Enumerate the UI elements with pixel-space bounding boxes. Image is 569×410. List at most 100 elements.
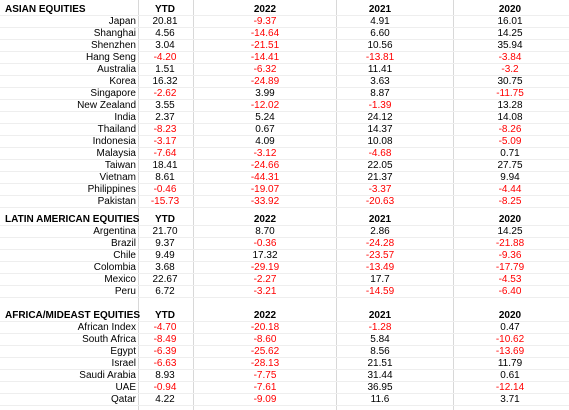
value-cell-2020: -10.62 [495, 334, 525, 346]
value-cell-2021: -4.68 [368, 148, 392, 160]
value-cell-2021: 21.51 [367, 358, 393, 370]
value-cell-2020: -5.09 [498, 136, 522, 148]
table-row: New Zealand 3.55 -12.02 -1.39 13.28 [0, 100, 569, 112]
value-cell-2021: 14.37 [367, 124, 393, 135]
value-cell-2021: 11.41 [367, 63, 393, 75]
gridline [336, 0, 337, 410]
value-cell-2022: 4.09 [255, 136, 275, 148]
value-cell-2022: -6.32 [253, 63, 277, 75]
value-cell-2021: 11.6 [370, 394, 390, 406]
table-row: African Index -4.70 -20.18 -1.28 0.47 [0, 322, 569, 335]
value-cell-ytd: 8.93 [155, 370, 175, 382]
value-cell-ytd: -6.63 [153, 358, 177, 370]
value-cell-ytd: -6.39 [153, 346, 177, 358]
section-title: ASIAN EQUITIES [5, 3, 86, 15]
value-cell-2022: -29.19 [250, 262, 280, 274]
table-row: Pakistan -15.73 -33.92 -20.63 -8.25 [0, 196, 569, 209]
value-cell-2020: 35.94 [497, 39, 523, 51]
value-cell-2020: 14.25 [497, 226, 523, 238]
section-header-row: AFRICA/MIDEAST EQUITIES YTD 2022 2021 2020 [0, 310, 569, 322]
value-cell-ytd: 16.32 [152, 75, 178, 87]
value-cell-2021: 10.56 [367, 39, 393, 51]
table-row: Qatar 4.22 -9.09 11.6 3.71 [0, 394, 569, 407]
value-cell-2020: -3.2 [501, 63, 519, 75]
value-cell-2020: 14.25 [497, 27, 523, 39]
section-header-row: ASIAN EQUITIES YTD 2022 2021 2020 [0, 4, 569, 16]
table-row: Shanghai 4.56 -14.64 6.60 14.25 [0, 28, 569, 40]
column-header-2021: 2021 [368, 310, 392, 321]
market-label: Thailand [97, 124, 136, 135]
table-row: Thailand -8.23 0.67 14.37 -8.26 [0, 124, 569, 136]
table-row: Taiwan 18.41 -24.66 22.05 27.75 [0, 160, 569, 173]
value-cell-2022: -19.07 [250, 184, 280, 196]
value-cell-2021: 8.87 [370, 87, 390, 99]
value-cell-2020: 3.71 [500, 394, 520, 406]
market-label: Shenzhen [90, 39, 136, 51]
value-cell-2021: -13.81 [365, 51, 395, 63]
value-cell-ytd: 20.81 [152, 15, 178, 27]
column-header-2022: 2022 [253, 214, 277, 225]
table-row: Malaysia -7.64 -3.12 -4.68 0.71 [0, 148, 569, 161]
value-cell-2020: -17.79 [495, 262, 525, 274]
value-cell-2020: -12.14 [495, 382, 525, 394]
value-cell-ytd: -3.17 [153, 136, 177, 148]
value-cell-2021: 22.05 [367, 160, 393, 172]
table-row: Peru 6.72 -3.21 -14.59 -6.40 [0, 286, 569, 299]
value-cell-2021: -20.63 [365, 196, 395, 208]
value-cell-ytd: 22.67 [152, 274, 178, 286]
value-cell-2021: 6.60 [370, 27, 390, 39]
value-cell-2020: 30.75 [497, 75, 523, 87]
value-cell-2022: -0.36 [253, 238, 277, 250]
market-label: Indonesia [92, 136, 136, 148]
value-cell-2020: 11.79 [497, 358, 523, 370]
value-cell-2022: -20.18 [250, 322, 280, 334]
value-cell-2022: -7.75 [253, 370, 277, 382]
value-cell-2021: -13.49 [365, 262, 395, 274]
table-row: Singapore -2.62 3.99 8.87 -11.75 [0, 88, 569, 100]
market-label: India [114, 111, 136, 123]
table-row: Indonesia -3.17 4.09 10.08 -5.09 [0, 136, 569, 149]
column-header-2021: 2021 [368, 214, 392, 225]
column-header-2020: 2020 [498, 214, 522, 225]
value-cell-2021: -24.28 [365, 238, 395, 250]
column-header-2022: 2022 [253, 310, 277, 321]
value-cell-2020: 27.75 [497, 160, 523, 172]
column-header-2020: 2020 [498, 310, 522, 321]
value-cell-2022: -7.61 [253, 382, 277, 394]
value-cell-2022: -8.60 [253, 334, 277, 346]
value-cell-2021: 36.95 [367, 382, 393, 394]
value-cell-ytd: 4.22 [155, 394, 175, 406]
table-row: Korea 16.32 -24.89 3.63 30.75 [0, 76, 569, 88]
value-cell-ytd: -2.62 [153, 87, 177, 99]
value-cell-2020: -21.88 [495, 238, 525, 250]
value-cell-2022: -14.41 [250, 51, 280, 63]
market-label: UAE [115, 382, 136, 394]
value-cell-2022: -25.62 [250, 346, 280, 358]
value-cell-2020: -8.26 [498, 124, 522, 135]
column-header-ytd: YTD [155, 214, 175, 225]
value-cell-2021: 17.7 [370, 274, 390, 286]
value-cell-ytd: 6.72 [155, 286, 175, 298]
market-label: Saudi Arabia [79, 370, 136, 382]
value-cell-2022: -14.64 [250, 27, 280, 39]
market-label: Singapore [90, 87, 136, 99]
value-cell-2022: -2.27 [253, 274, 277, 286]
market-label: Korea [109, 75, 136, 87]
value-cell-ytd: 3.68 [155, 262, 175, 274]
value-cell-2020: 16.01 [497, 15, 523, 27]
value-cell-2022: -21.51 [250, 39, 280, 51]
value-cell-ytd: -15.73 [150, 196, 180, 208]
market-label: Malaysia [96, 148, 136, 160]
value-cell-2021: 31.44 [367, 370, 393, 382]
value-cell-2020: -11.75 [496, 87, 524, 99]
value-cell-2020: 0.61 [500, 370, 520, 382]
market-label: African Index [77, 322, 136, 334]
value-cell-2021: -1.39 [368, 99, 392, 111]
column-header-ytd: YTD [155, 3, 175, 15]
market-label: Japan [108, 15, 136, 27]
market-label: Australia [97, 63, 136, 75]
value-cell-ytd: 21.70 [152, 226, 178, 238]
value-cell-2022: 8.70 [255, 226, 275, 238]
gridline [138, 0, 139, 410]
value-cell-2021: 3.63 [370, 75, 390, 87]
